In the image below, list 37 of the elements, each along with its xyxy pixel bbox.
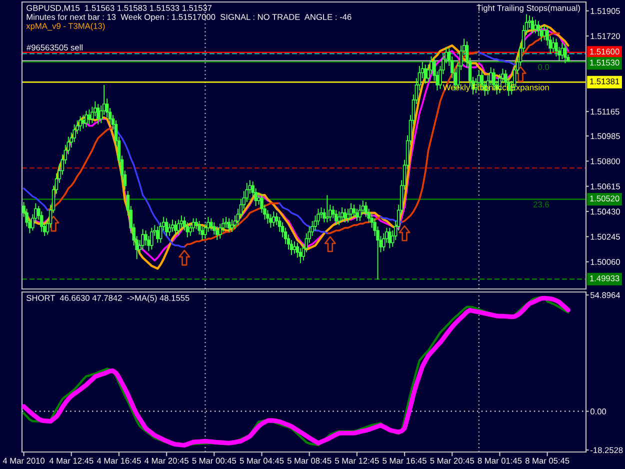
- x-tick-label: 4 Mar 20:45: [144, 458, 188, 464]
- y-tick-label: 1.51165: [590, 108, 620, 115]
- x-tick-label: 5 Mar 08:45: [287, 458, 332, 464]
- x-tick-label: 5 Mar 04:45: [240, 458, 284, 464]
- y-tick-label: 1.51720: [590, 33, 620, 40]
- y-tick-label: 0.00: [590, 408, 606, 414]
- y-tick-label: 1.50800: [590, 158, 620, 164]
- ref-line-label: 1.49933: [590, 275, 620, 282]
- x-tick-label: 4 Mar 16:45: [96, 458, 141, 464]
- y-tick-label: 1.50245: [590, 234, 620, 240]
- text: xpMA_v9 - T3MA(13): [26, 22, 105, 31]
- chart-title: SHORT 46.6630 47.7842 ->MA(5) 48.1555: [26, 294, 190, 303]
- annotation: 0.0: [538, 64, 550, 70]
- annotation: Tight Trailing Stops(manual): [476, 4, 580, 13]
- x-tick-label: 5 Mar 12:45: [335, 458, 379, 464]
- x-tick-label: 8 Mar 05:45: [525, 458, 570, 464]
- x-tick-label: 5 Mar 20:45: [430, 458, 474, 464]
- x-tick-label: 4 Mar 2010: [2, 458, 45, 464]
- x-tick-label: 5 Mar 16:45: [382, 458, 426, 464]
- y-tick-label: -18.2528: [590, 447, 623, 454]
- text: Minutes for next bar : 13 Week Open : 1.51517000 SIGNAL : NO TRADE ANGLE : -46: [26, 14, 352, 22]
- y-tick-label: 1.50985: [590, 133, 620, 140]
- y-tick-label: 1.51905: [590, 8, 620, 14]
- y-tick-label: 1.50430: [590, 208, 620, 215]
- ref-line-label: 1.51530: [590, 60, 620, 66]
- annotation: #96563505 sell: [26, 44, 82, 50]
- ref-line-label: 1.50520: [590, 196, 620, 202]
- ref-line-label: 1.51600: [590, 48, 620, 55]
- ref-line-label: 1.51381: [590, 78, 620, 84]
- chart-title: GBPUSD,M15 1.51563 1.51583 1.51533 1.51537: [26, 5, 212, 12]
- x-tick-label: 5 Mar 00:45: [192, 458, 236, 464]
- y-tick-label: 1.50060: [590, 258, 620, 265]
- x-tick-label: 8 Mar 01:45: [478, 458, 522, 464]
- annotation: 23.6: [534, 202, 549, 208]
- y-tick-label: 54.8964: [590, 292, 620, 298]
- x-tick-label: 4 Mar 12:45: [49, 458, 94, 464]
- y-tick-label: 1.50615: [590, 184, 620, 190]
